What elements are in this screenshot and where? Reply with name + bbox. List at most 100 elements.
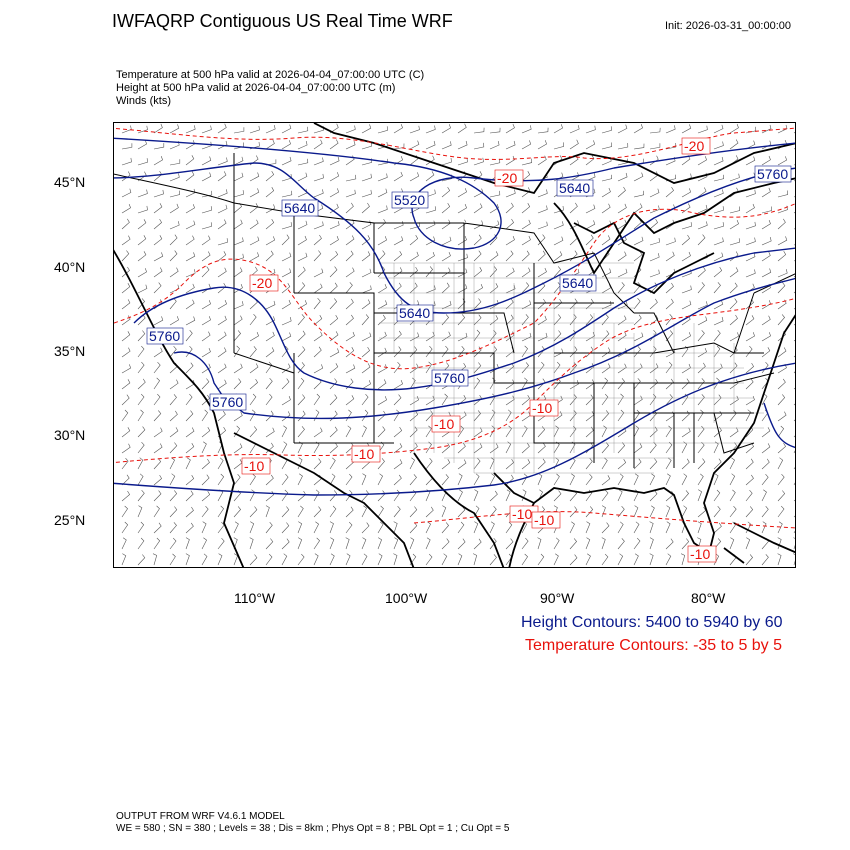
wind-barb [521, 300, 532, 310]
wind-barb [665, 251, 675, 262]
wind-barb [329, 473, 336, 486]
wind-barb [185, 522, 194, 534]
wind-barb [137, 537, 145, 550]
wind-barb [441, 300, 452, 310]
wind-barb [201, 521, 207, 534]
wind-barb [297, 158, 309, 166]
wind-barb [505, 284, 516, 294]
height-contour-label: 5640 [284, 200, 315, 216]
wind-barb [489, 554, 497, 566]
wind-barb [409, 377, 416, 390]
coastlines-borders [114, 123, 795, 567]
wind-barb [121, 171, 131, 182]
wind-barb [681, 441, 688, 454]
height-contour-legend: Height Contours: 5400 to 5940 by 60 [521, 614, 783, 631]
wind-barb [137, 219, 147, 230]
wind-barb [425, 125, 436, 134]
wind-barb [649, 143, 661, 150]
wind-barb [537, 426, 546, 438]
wind-barb [649, 537, 654, 550]
wind-barb [585, 155, 595, 166]
wind-barb [345, 506, 354, 518]
wind-barb [313, 139, 323, 150]
wind-barb [281, 425, 287, 438]
wind-barb [281, 140, 291, 150]
height-label-box [146, 327, 184, 345]
wind-barb [649, 238, 660, 246]
wind-barb [185, 299, 195, 310]
wind-barb [249, 537, 254, 550]
wind-barb [153, 170, 162, 182]
wind-barb [505, 441, 512, 454]
wind-barb [553, 314, 562, 326]
wind-barb [233, 345, 240, 358]
height-label-box [209, 393, 247, 411]
wind-barb [201, 283, 211, 294]
wind-barb [713, 206, 724, 214]
wind-barb [313, 489, 320, 502]
wind-barb [121, 394, 130, 406]
wind-barb [457, 346, 465, 358]
wind-barb [201, 553, 208, 566]
wind-barb [265, 139, 275, 150]
wind-barb [569, 298, 578, 310]
wind-barb [761, 124, 772, 134]
wind-barb [185, 345, 193, 358]
wind-barb [665, 425, 672, 438]
wind-barb [169, 506, 178, 518]
wind-barb [393, 489, 401, 502]
height-contour-label: 5760 [212, 394, 243, 410]
wind-barb [377, 218, 386, 230]
wind-barb [153, 218, 162, 230]
wind-barb [745, 140, 756, 150]
wind-barb [521, 250, 530, 262]
wind-barb [473, 377, 481, 390]
wind-barb [633, 332, 644, 342]
wind-barb [281, 553, 288, 566]
wind-barb [425, 331, 435, 342]
wind-barb [457, 203, 467, 214]
wind-barb [313, 189, 324, 198]
wind-barb [665, 521, 671, 534]
wind-barb [649, 298, 658, 310]
wind-barb [249, 393, 257, 406]
wind-barb [393, 346, 402, 358]
wind-barb [137, 521, 145, 534]
wind-barb [201, 378, 210, 390]
wind-barb [745, 345, 753, 358]
wind-barb [793, 403, 795, 406]
wind-barb [585, 458, 593, 470]
wind-barb [153, 155, 163, 166]
wind-barb [505, 521, 513, 534]
wind-barb [137, 378, 146, 390]
wind-barb [521, 473, 528, 486]
wind-barb [265, 474, 274, 486]
wind-barb [457, 219, 467, 230]
wind-barb [297, 410, 306, 422]
wind-barb [489, 443, 499, 454]
temperature-label-box [494, 169, 524, 187]
wind-barb [409, 426, 418, 438]
wind-barb [457, 140, 468, 150]
wind-barb [121, 364, 132, 374]
wind-barb [553, 124, 563, 134]
wind-barb [361, 380, 371, 390]
wind-barb [185, 537, 190, 550]
wind-barb [585, 234, 594, 246]
wind-barb [489, 127, 501, 134]
wind-barb [601, 284, 611, 294]
wind-barb [297, 235, 307, 246]
wind-barb [137, 171, 147, 182]
wind-barb [649, 426, 658, 438]
wind-barb [681, 505, 688, 518]
wind-barb [680, 553, 686, 566]
wind-barb [217, 251, 227, 262]
wind-barb [265, 491, 275, 502]
wind-barb [745, 237, 756, 246]
wind-barb [633, 458, 642, 470]
wind-barb [361, 553, 368, 566]
wind-barb [729, 314, 738, 326]
wind-barb [441, 267, 451, 278]
wind-barb [361, 285, 372, 294]
wind-barb [553, 205, 564, 214]
